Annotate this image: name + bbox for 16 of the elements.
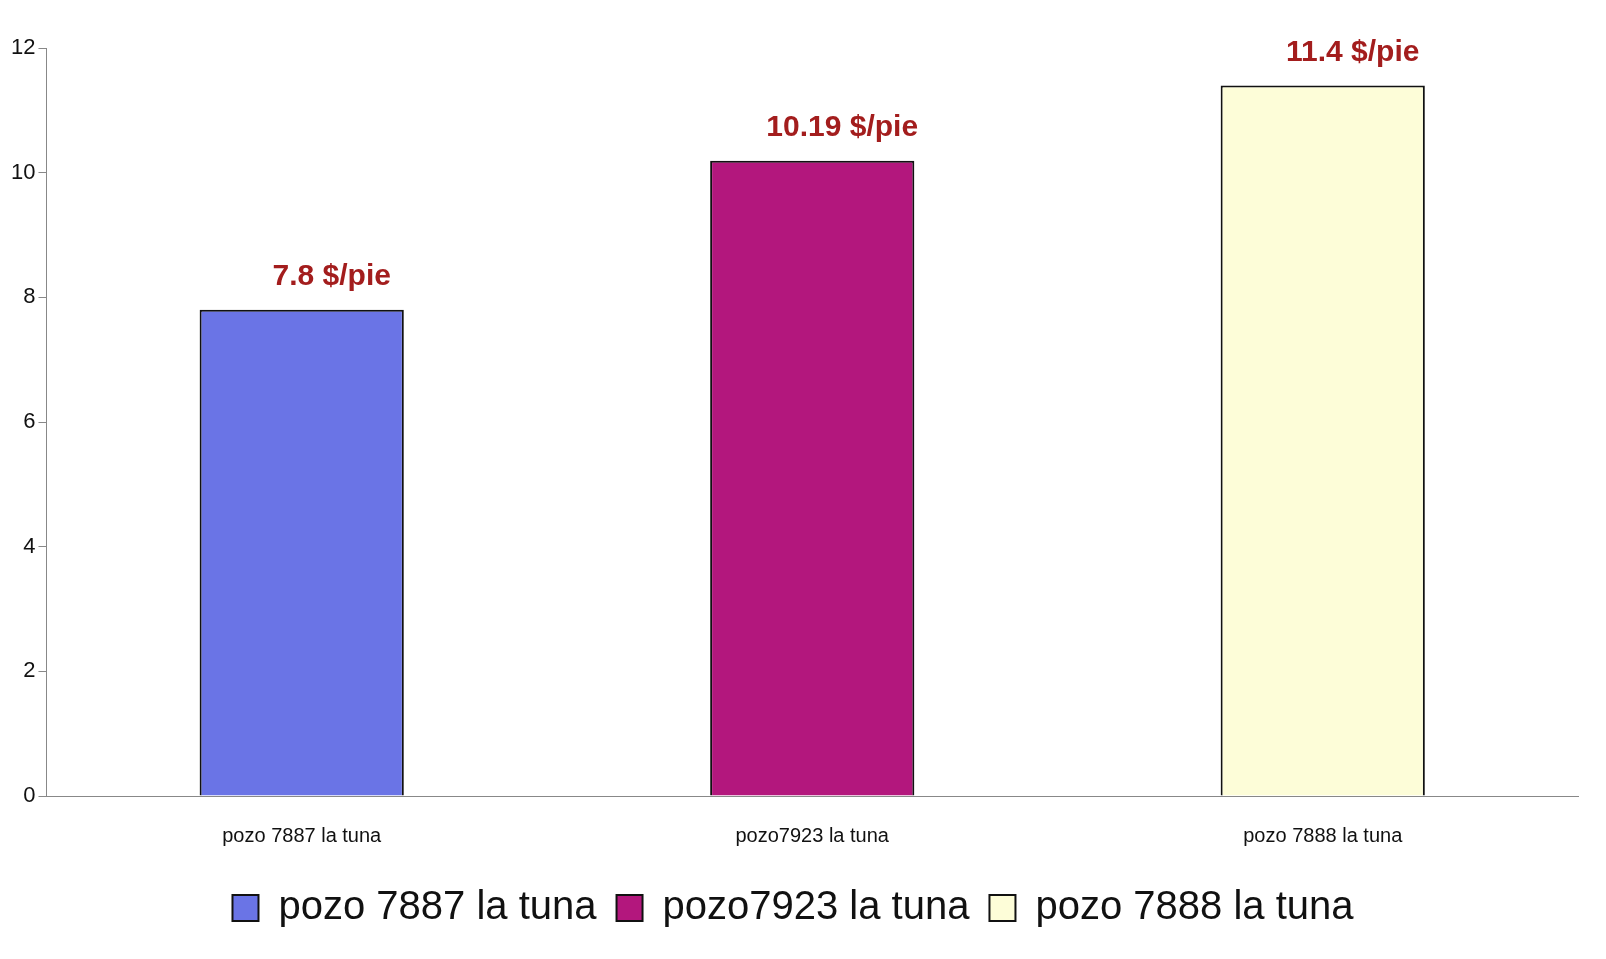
data-label: 7.8 $/pie — [272, 258, 391, 292]
data-label: 11.4 $/pie — [1286, 33, 1420, 67]
x-tick-label: pozo7923 la tuna — [735, 823, 890, 846]
y-tick-label: 0 — [23, 782, 36, 808]
x-tick-label: pozo 7887 la tuna — [222, 823, 383, 846]
y-tick-label: 12 — [10, 34, 36, 60]
y-tick-label: 6 — [23, 408, 36, 434]
legend-label: pozo 7888 la tuna — [1035, 883, 1355, 928]
x-tick-label: pozo 7888 la tuna — [1243, 823, 1404, 846]
legend-label: pozo 7887 la tuna — [278, 883, 598, 928]
y-tick-label: 4 — [23, 532, 36, 558]
data-label: 10.19 $/pie — [766, 109, 919, 143]
y-tick-label: 8 — [23, 283, 36, 309]
y-tick-label: 10 — [10, 158, 36, 184]
legend-label: pozo7923 la tuna — [662, 883, 971, 928]
y-tick-label: 2 — [23, 657, 36, 683]
